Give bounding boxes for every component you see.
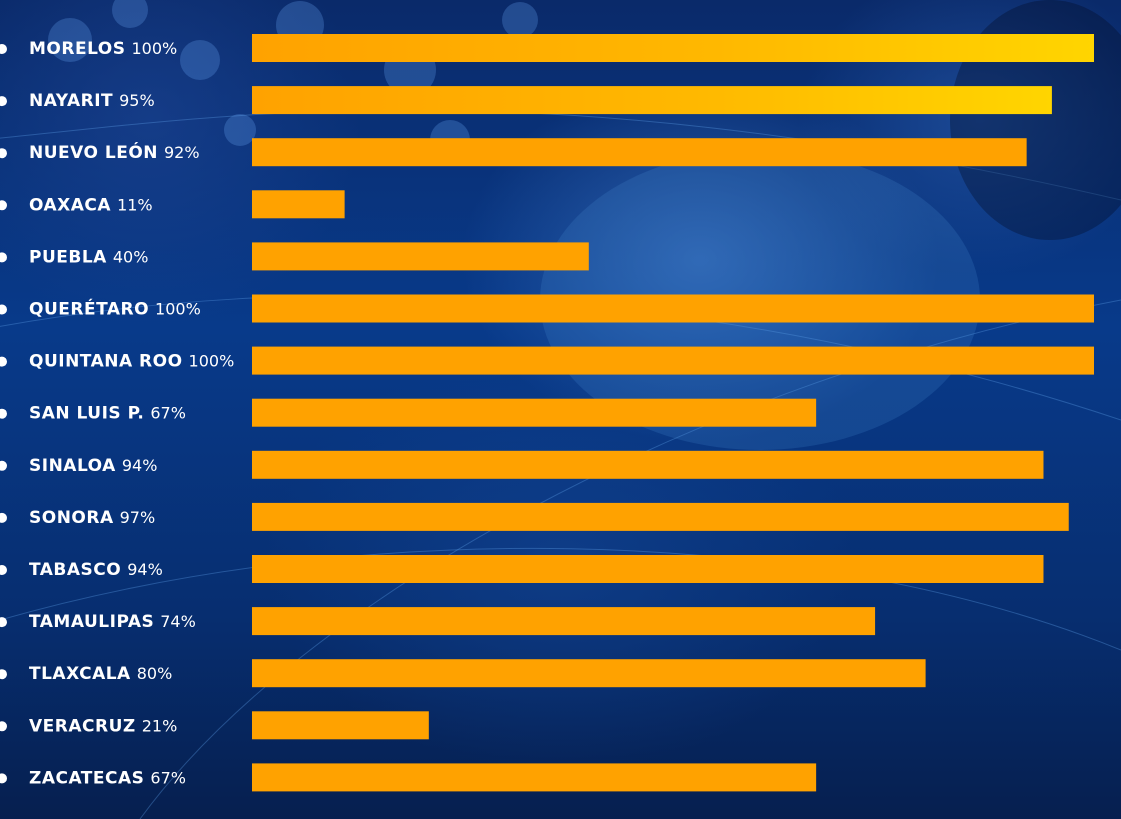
value-label: 21% xyxy=(142,716,178,735)
bullet-tlaxcala xyxy=(0,669,7,680)
category-name: QUINTANA ROO xyxy=(29,352,183,372)
bar-nayarit xyxy=(252,86,1052,115)
category-name: ZACATECAS xyxy=(29,768,144,788)
category-label-puebla: PUEBLA 40% xyxy=(29,247,148,267)
category-name: SINALOA xyxy=(29,456,116,476)
bullet-tabasco xyxy=(0,565,7,575)
value-label: 100% xyxy=(155,300,201,319)
bar-quintana-roo xyxy=(252,346,1094,375)
category-name: NAYARIT xyxy=(29,91,113,111)
value-label: 67% xyxy=(150,768,186,787)
bar-morelos xyxy=(252,34,1094,62)
bar-san-luis-p xyxy=(252,398,817,427)
category-name: MORELOS xyxy=(29,39,126,59)
bar-puebla xyxy=(252,242,589,271)
bullet-nayarit xyxy=(0,96,7,107)
category-label-quintana-roo: QUINTANA ROO 100% xyxy=(29,352,234,372)
value-label: 100% xyxy=(132,39,178,58)
bullet-veracruz xyxy=(0,721,7,732)
value-label: 94% xyxy=(127,560,163,579)
value-label: 94% xyxy=(122,456,158,475)
category-label-morelos: MORELOS 100% xyxy=(29,39,177,59)
value-label: 40% xyxy=(113,247,149,266)
category-label-nuevo-leon: NUEVO LEÓN 92% xyxy=(29,141,200,163)
category-name: PUEBLA xyxy=(29,247,107,267)
value-label: 11% xyxy=(117,195,153,214)
bullet-nuevo-leon xyxy=(0,148,7,159)
category-label-oaxaca: OAXACA 11% xyxy=(29,195,153,215)
bullet-zacatecas xyxy=(0,773,7,784)
category-label-nayarit: NAYARIT 95% xyxy=(29,91,155,111)
bar-sinaloa xyxy=(252,450,1044,479)
bar-tabasco xyxy=(252,555,1044,583)
bar-queretaro xyxy=(252,294,1094,323)
bar-tlaxcala xyxy=(252,659,926,688)
value-label: 100% xyxy=(189,352,235,371)
bullet-puebla xyxy=(0,252,7,263)
category-name: OAXACA xyxy=(29,195,111,215)
bar-tamaulipas xyxy=(252,607,876,636)
bullet-tamaulipas xyxy=(0,617,7,628)
bullet-morelos xyxy=(0,44,7,54)
category-name: SAN LUIS P. xyxy=(29,404,144,424)
category-label-sonora: SONORA 97% xyxy=(29,508,155,528)
category-label-sinaloa: SINALOA 94% xyxy=(29,456,157,476)
bullet-queretaro xyxy=(0,304,7,315)
bullet-oaxaca xyxy=(0,200,7,211)
category-name: TAMAULIPAS xyxy=(29,612,154,632)
bullet-san-luis-p xyxy=(0,408,7,419)
category-name: VERACRUZ xyxy=(29,716,136,736)
value-label: 97% xyxy=(120,508,156,527)
value-label: 80% xyxy=(137,664,173,683)
category-name: SONORA xyxy=(29,508,114,528)
bar-veracruz xyxy=(252,711,429,740)
category-label-queretaro: QUERÉTARO 100% xyxy=(29,298,201,320)
category-name: NUEVO LEÓN xyxy=(29,141,158,163)
bullet-sonora xyxy=(0,512,7,523)
category-name: TLAXCALA xyxy=(29,664,131,684)
category-label-tlaxcala: TLAXCALA 80% xyxy=(29,664,172,684)
category-label-tamaulipas: TAMAULIPAS 74% xyxy=(29,612,196,632)
category-name: QUERÉTARO xyxy=(29,298,149,320)
category-label-san-luis-p: SAN LUIS P. 67% xyxy=(29,404,186,424)
bar-nuevo-leon xyxy=(252,138,1027,167)
category-label-tabasco: TABASCO 94% xyxy=(29,560,163,580)
bullet-sinaloa xyxy=(0,460,7,471)
value-label: 74% xyxy=(160,612,196,631)
category-label-veracruz: VERACRUZ 21% xyxy=(29,716,177,736)
value-label: 92% xyxy=(164,143,200,162)
bullet-quintana-roo xyxy=(0,356,7,367)
bar-zacatecas xyxy=(252,763,817,792)
category-name: TABASCO xyxy=(29,560,121,580)
value-label: 95% xyxy=(119,91,155,110)
bar-sonora xyxy=(252,502,1069,531)
bar-oaxaca xyxy=(252,190,345,219)
category-label-zacatecas: ZACATECAS 67% xyxy=(29,768,186,788)
value-label: 67% xyxy=(150,404,186,423)
